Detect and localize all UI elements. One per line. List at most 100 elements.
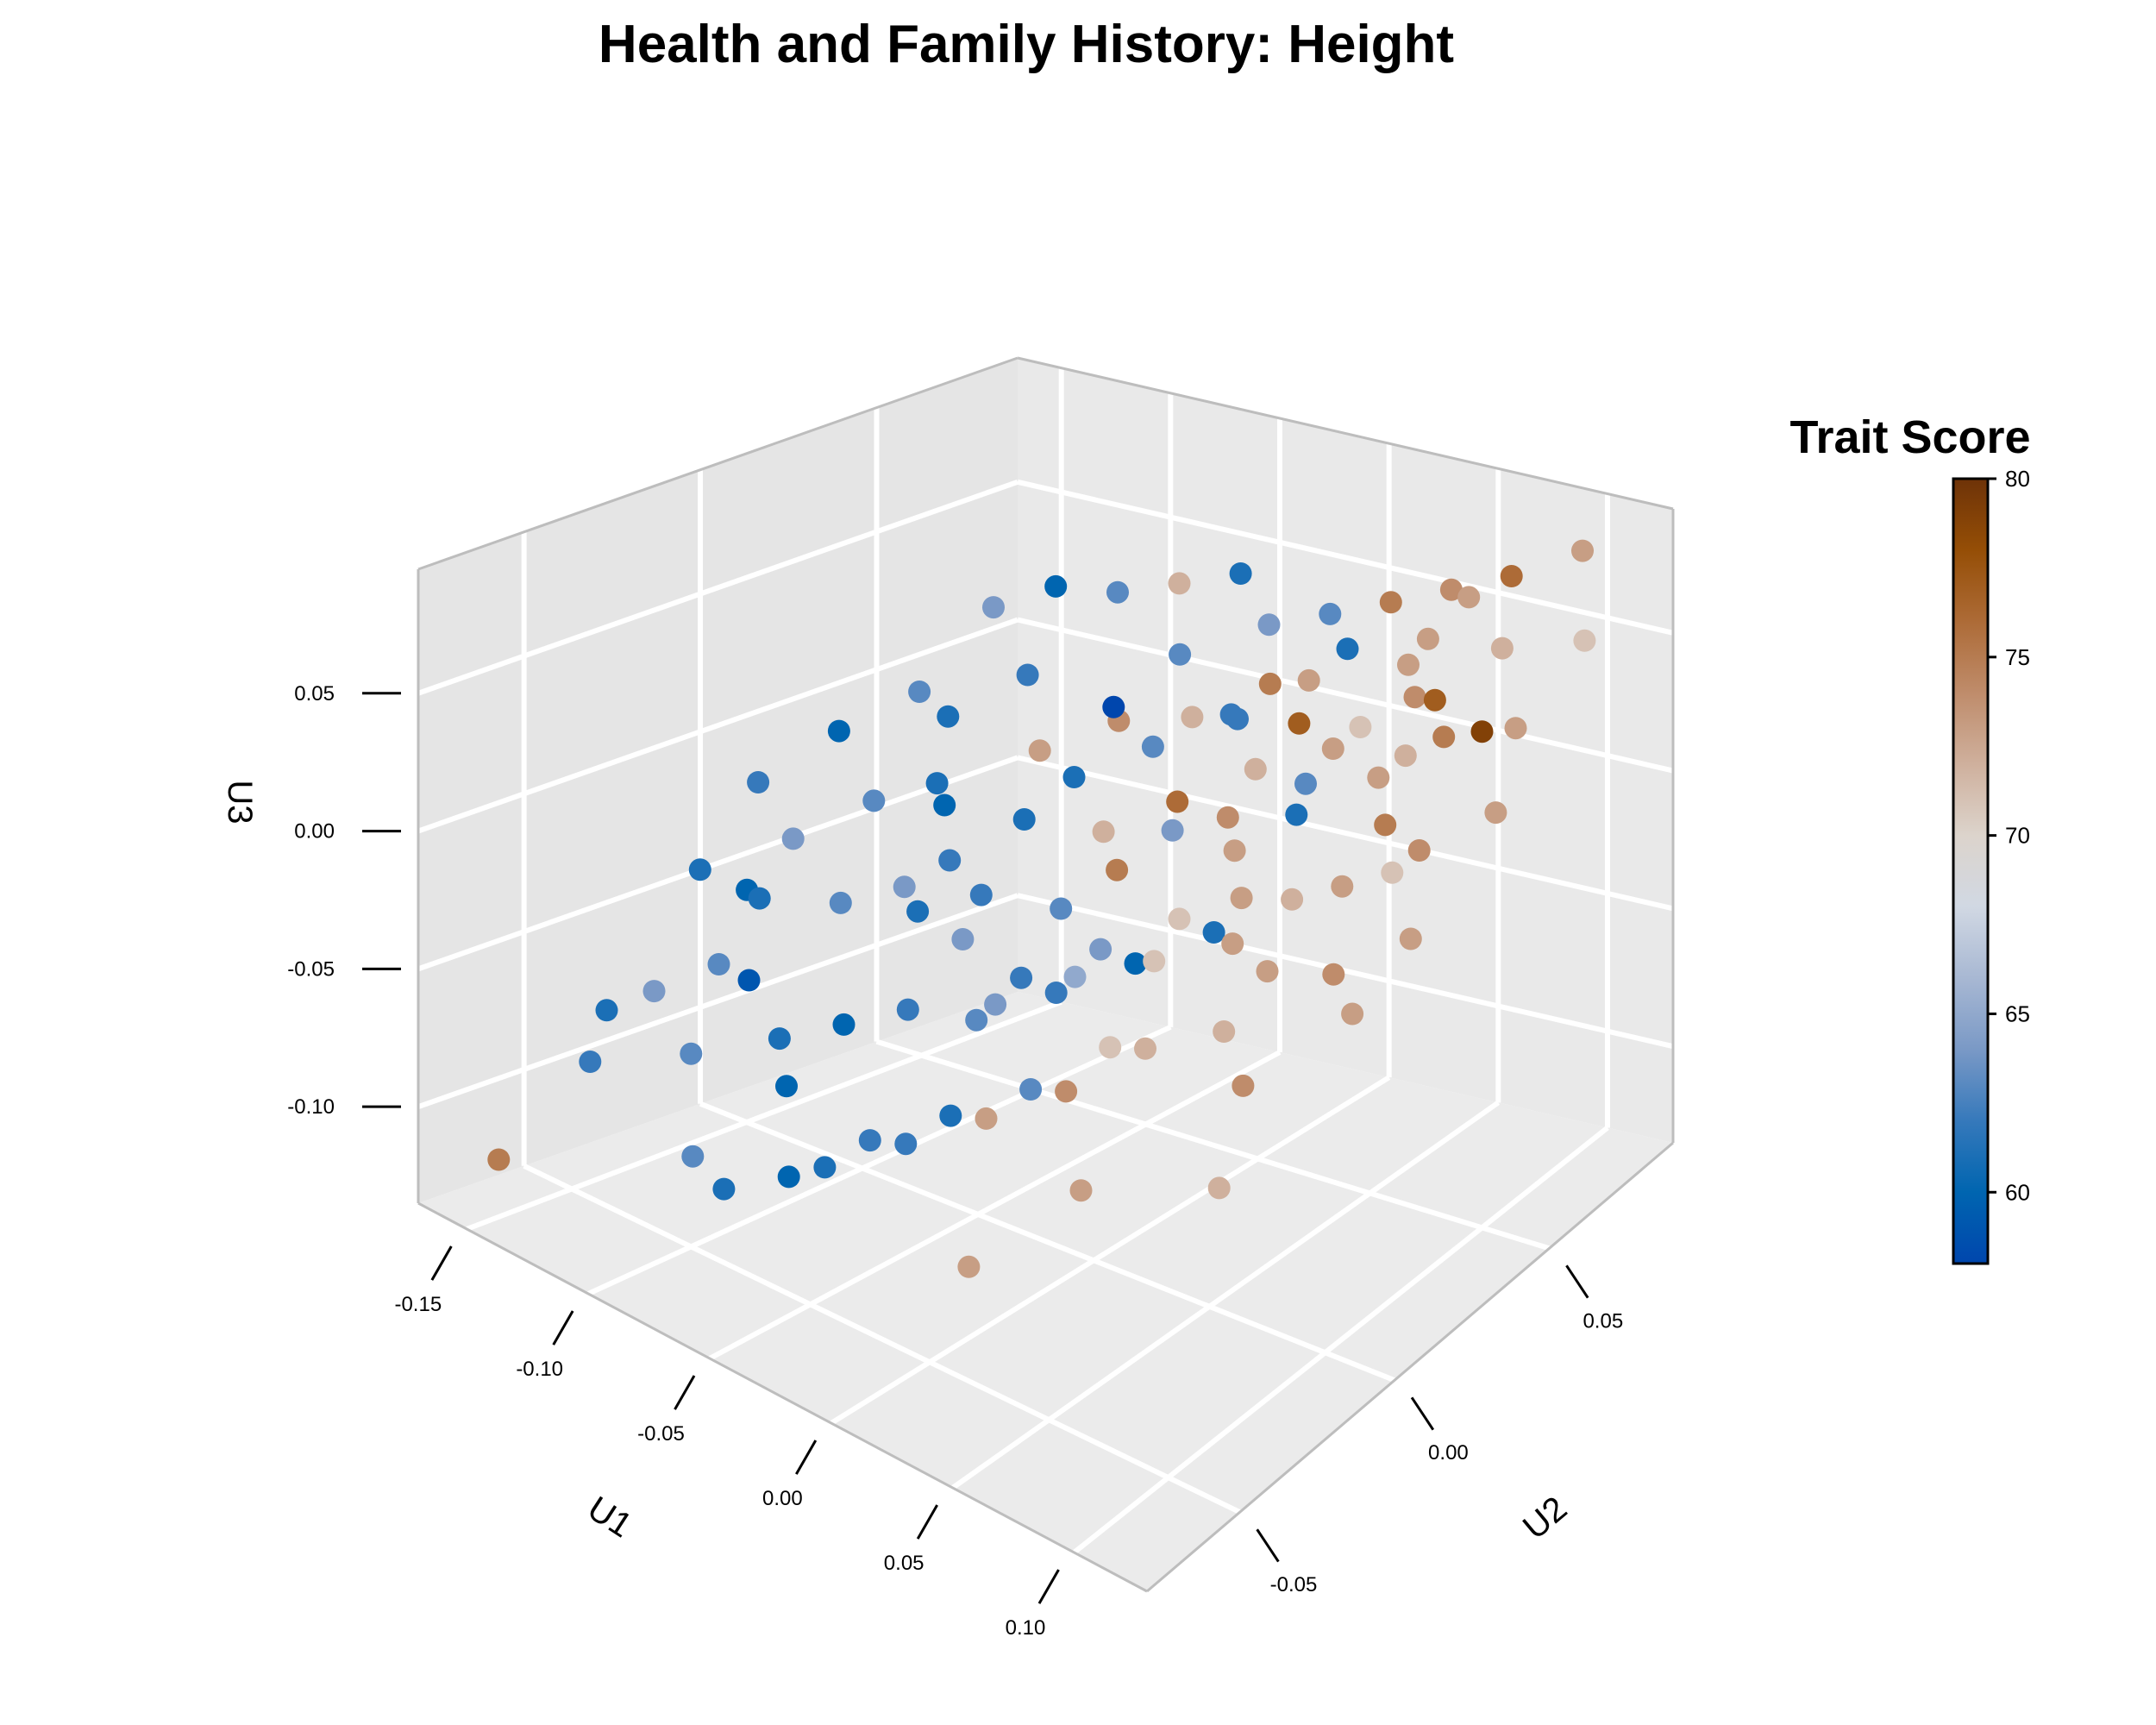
x-tick-label: -0.10 [516,1358,563,1381]
edge-top-left [417,356,1018,571]
data-point [1016,663,1039,687]
data-point [1394,744,1417,768]
x-axis-title: U1 [581,1490,639,1546]
edge-front-right [1146,1141,1674,1593]
grid-line-x-floor [708,1050,1282,1361]
data-point [1341,1002,1364,1026]
data-point [680,1042,703,1065]
data-point [748,887,771,910]
legend-title: Trait Score [1789,411,2030,463]
data-point [832,1013,856,1036]
data-point [1244,757,1267,781]
z-tick-label: -0.05 [287,957,335,981]
data-point [893,875,916,899]
data-point [737,969,761,992]
data-point [1374,813,1397,837]
data-point [1044,982,1068,1004]
data-point [937,705,960,728]
grid-line-z-back [1017,479,1674,636]
data-point [1012,808,1036,831]
data-point [1232,1074,1255,1097]
grid-line-z-back [1017,617,1674,774]
data-point [1319,602,1342,625]
data-point [1573,629,1596,652]
grid-lines [417,367,1674,1555]
data-point [642,980,666,1003]
data-point [1106,858,1129,881]
data-point [1367,766,1390,789]
y-tick-label: -0.05 [1270,1573,1318,1596]
data-point [1336,637,1359,661]
data-point [1500,565,1523,587]
data-point [1106,580,1129,604]
grid-line-x-floor [1072,1126,1609,1555]
data-point [1143,950,1166,973]
data-point [1504,717,1527,740]
data-point [1432,725,1456,749]
data-point [1322,963,1345,986]
grid-line-y-floor [699,1101,1396,1383]
data-point [1028,739,1051,762]
color-legend: Trait Score 60 65 70 75 80 [1789,411,2031,1265]
data-point [487,1148,511,1171]
data-point [688,858,711,881]
data-point [1399,927,1422,950]
data-point [829,891,852,914]
data-point [1571,539,1594,562]
data-point [747,771,770,794]
data-point [1470,720,1494,743]
data-point [1050,897,1073,920]
data-point [938,849,962,872]
axis-panes [418,358,1673,1591]
data-point [1258,672,1282,695]
grid-line-x-floor [466,999,1062,1232]
z-tick-label: -0.10 [287,1095,335,1119]
data-point [681,1145,705,1168]
data-point [1285,803,1308,826]
data-point [595,999,618,1022]
data-point [1063,965,1087,988]
x-tick-label: -0.15 [394,1293,442,1316]
chart-title: Health and Family History: Height [599,15,1454,74]
y-tick-label: 0.00 [1428,1441,1469,1465]
data-point [982,596,1005,619]
colorbar-ticks: 60 65 70 75 80 [1988,466,2030,1205]
x-tick-mark [1037,1569,1060,1604]
data-point [933,794,956,817]
colorbar-tick-label: 65 [2005,1000,2030,1026]
data-point [925,772,949,795]
x-tick-mark [674,1375,696,1410]
data-point [1221,932,1244,956]
data-point [1297,668,1320,692]
back-wall-pane [1018,358,1673,1143]
data-point [781,827,805,850]
grid-line-z-back [1017,755,1674,912]
data-point [1019,1078,1043,1101]
colorbar-tick-label: 60 [2005,1179,2030,1205]
data-point [906,900,930,923]
box-edges [417,356,1675,1593]
data-point [1294,772,1317,795]
data-point [1230,887,1253,910]
data-point [1397,653,1420,676]
grid-line-y-floor [875,1038,1551,1251]
edge-front-left [417,1201,1148,1593]
data-point [984,993,1007,1016]
y-tick-mark [1410,1396,1435,1431]
data-point [1349,716,1372,738]
grid-line-z-side [417,617,1018,834]
data-point [1229,562,1252,585]
x-tick-label: 0.05 [884,1552,924,1575]
x-tick-mark [552,1310,574,1346]
data-point [1331,875,1354,898]
data-point [1010,966,1033,989]
data-point [1134,1037,1156,1060]
data-point [1416,627,1439,650]
data-point [1403,686,1426,709]
data-point [1055,1080,1078,1103]
data-point [1207,1176,1231,1200]
grid-line-x-floor [586,1025,1172,1296]
data-point [1281,888,1304,911]
grid-line-z-side [417,479,1018,696]
